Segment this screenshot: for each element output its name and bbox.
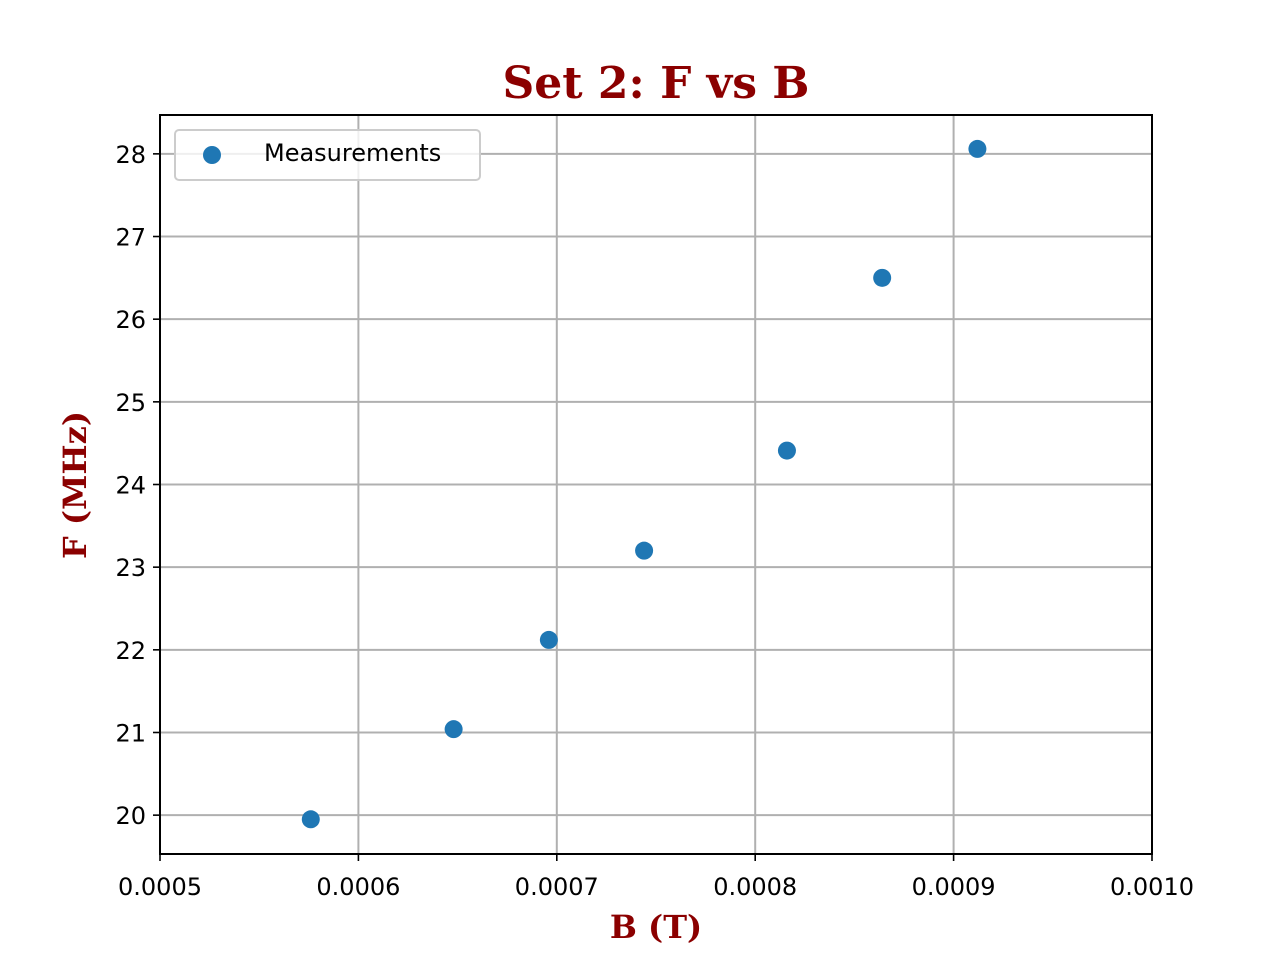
- data-point: [444, 720, 463, 739]
- y-tick-label: 24: [115, 472, 146, 500]
- data-point: [873, 268, 892, 287]
- legend-label: Measurements: [264, 139, 441, 167]
- data-points: [301, 139, 987, 829]
- y-tick-label: 27: [115, 224, 146, 252]
- data-point: [635, 541, 654, 560]
- y-tick-label: 26: [115, 306, 146, 334]
- x-tick-label: 0.0005: [118, 873, 202, 901]
- data-point: [301, 810, 320, 829]
- x-axis-label: B (T): [610, 908, 702, 946]
- x-tick-label: 0.0009: [912, 873, 996, 901]
- x-tick-label: 0.0010: [1110, 873, 1194, 901]
- data-point: [968, 139, 987, 158]
- axis-ticks: 0.0005 0.0006 0.0007 0.0008 0.0009 0.0010 20 21…: [115, 141, 1194, 901]
- y-tick-label: 28: [115, 141, 146, 169]
- legend: Measurements: [174, 129, 481, 181]
- grid-lines: [159, 115, 1153, 854]
- legend-marker: [203, 146, 221, 164]
- x-tick-label: 0.0008: [713, 873, 797, 901]
- x-tick-label: 0.0007: [515, 873, 599, 901]
- data-point: [539, 630, 558, 649]
- data-point: [777, 441, 796, 460]
- y-tick-label: 20: [115, 802, 146, 830]
- y-tick-label: 25: [115, 389, 146, 417]
- legend-frame: [174, 129, 481, 181]
- y-tick-label: 21: [115, 719, 146, 747]
- x-tick-label: 0.0006: [316, 873, 400, 901]
- chart-title: Set 2: F vs B: [503, 58, 810, 109]
- y-tick-label: 22: [115, 637, 146, 665]
- y-tick-label: 23: [115, 554, 146, 582]
- y-axis-label: F (MHz): [56, 411, 94, 559]
